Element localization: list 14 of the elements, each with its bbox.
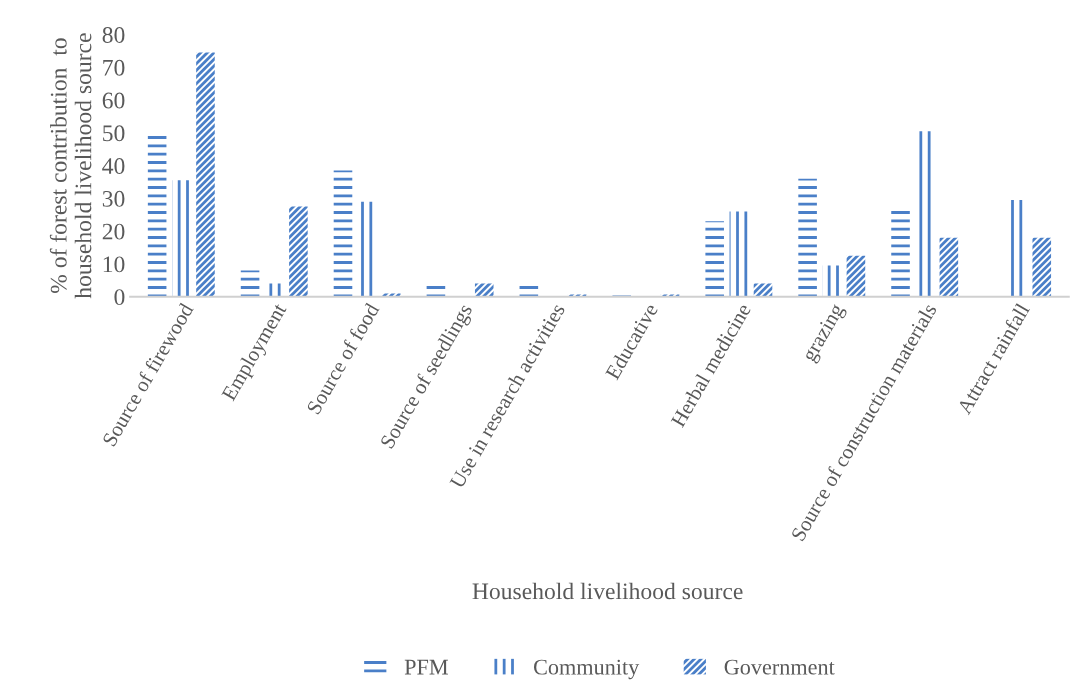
y-tick-label: 20 xyxy=(102,223,125,240)
y-tick-label: 30 xyxy=(102,190,125,207)
x-axis-title: Household livelihood source xyxy=(472,582,743,600)
y-tick-label: 60 xyxy=(102,92,125,109)
y-tick-label: 40 xyxy=(102,158,125,175)
legend-label: PFM xyxy=(404,659,448,675)
y-tick-label: 0 xyxy=(114,289,125,306)
legend-label: Community xyxy=(533,659,640,680)
y-tick-label: 70 xyxy=(103,59,125,76)
y-tick-label: 80 xyxy=(102,26,125,43)
y-tick-label: 10 xyxy=(103,256,125,273)
legend-label: Government xyxy=(724,659,835,675)
y-axis-title: % of forest contribution to household livelihood source xyxy=(49,33,92,299)
y-tick-label: 50 xyxy=(103,125,125,142)
